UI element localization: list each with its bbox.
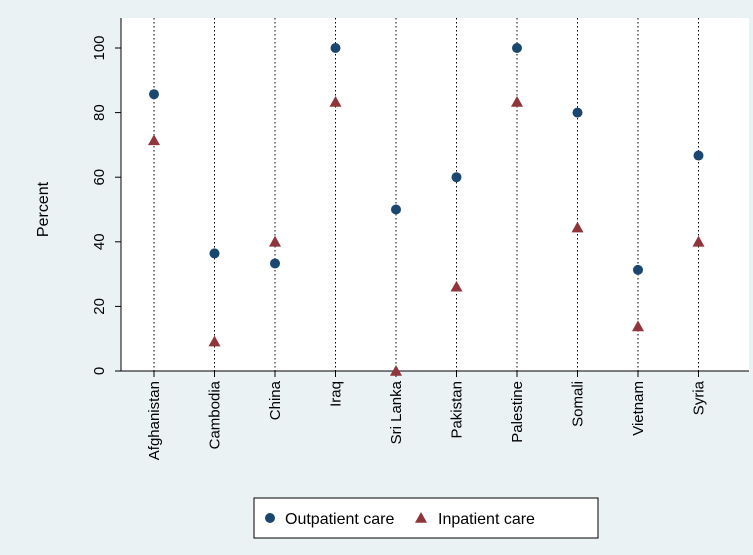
outpatient-point: [572, 107, 583, 118]
inpatient-point: [511, 95, 523, 107]
outpatient-point: [209, 248, 220, 259]
inpatient-point: [632, 320, 644, 332]
x-tick-label: Cambodia: [207, 380, 224, 449]
outpatient-point: [633, 264, 643, 275]
x-tick-label: Vietnam: [630, 381, 647, 436]
legend-items: Outpatient care Inpatient care: [265, 511, 535, 528]
y-tick-label: 0: [91, 367, 108, 375]
y-tick-label: 60: [91, 169, 108, 186]
inpatient-point: [692, 235, 705, 247]
inpatient-point: [329, 95, 342, 107]
y-tick-label: 40: [91, 233, 108, 250]
x-tick-label: Syria: [691, 380, 708, 415]
data-points: [148, 43, 705, 376]
inpatient-point: [450, 280, 463, 292]
outpatient-point: [693, 150, 704, 161]
inpatient-point: [208, 335, 221, 347]
plot-area: [121, 18, 749, 371]
outpatient-point: [391, 204, 401, 215]
y-axis-ticks: 0 20 40 60 80 100: [91, 35, 121, 375]
inpatient-point: [571, 221, 584, 233]
outpatient-point: [451, 172, 462, 183]
inpatient-point: [390, 365, 402, 376]
y-tick-label: 20: [91, 298, 108, 315]
x-tick-label: Palestine: [509, 381, 526, 443]
legend: Outpatient care Inpatient care: [253, 497, 599, 539]
x-tick-label: China: [267, 380, 284, 420]
x-tick-label: Iraq: [328, 381, 345, 407]
outpatient-point: [512, 43, 522, 53]
x-tick-label: Sri Lanka: [388, 380, 405, 444]
y-axis-title: Percent: [35, 181, 52, 237]
x-axis-ticks: Afghanistan Cambodia China Iraq Sri Lanka Pak…: [146, 371, 708, 460]
axes: [120, 18, 749, 372]
gridlines: [153, 18, 699, 371]
y-tick-label: 80: [91, 104, 108, 121]
legend-circle-marker: [265, 513, 275, 523]
outpatient-point: [330, 43, 341, 53]
outpatient-point: [270, 258, 280, 269]
x-tick-label: Pakistan: [449, 381, 466, 439]
outpatient-point: [149, 89, 159, 100]
inpatient-point: [148, 134, 160, 146]
legend-triangle-marker: [415, 512, 427, 523]
legend-box: [253, 497, 599, 539]
x-tick-label: Somali: [570, 381, 587, 427]
legend-label: Inpatient care: [438, 511, 535, 528]
inpatient-point: [269, 235, 281, 247]
x-tick-label: Afghanistan: [146, 381, 163, 460]
y-tick-label: 100: [91, 35, 108, 60]
legend-label: Outpatient care: [285, 511, 395, 528]
